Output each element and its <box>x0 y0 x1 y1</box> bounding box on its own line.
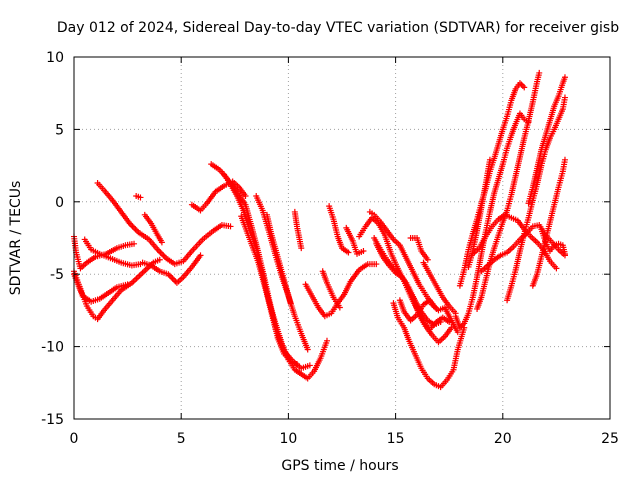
series-track-23 <box>373 240 444 328</box>
series-track-2 <box>71 271 131 305</box>
data-point <box>306 362 313 369</box>
x-axis-label: GPS time / hours <box>281 458 398 474</box>
data-point <box>446 318 453 325</box>
x-tick-labels: 0 5 10 15 20 25 <box>70 431 619 447</box>
series-track-7 <box>141 211 165 246</box>
data-point <box>157 249 164 256</box>
data-point <box>360 248 367 255</box>
series-track-15 <box>291 208 305 252</box>
data-point <box>486 156 493 163</box>
data-point <box>454 329 461 336</box>
data-point <box>169 275 176 282</box>
series-track-17 <box>319 268 343 311</box>
data-point <box>168 274 175 281</box>
y-tick-label: 10 <box>46 50 64 66</box>
data-point <box>171 276 178 283</box>
data-point <box>156 256 163 263</box>
series-track-6 <box>133 193 144 201</box>
data-point <box>373 261 380 268</box>
data-point <box>437 318 444 325</box>
series-track-18 <box>326 203 352 256</box>
data-point <box>158 250 165 257</box>
series-track-35 <box>525 74 568 207</box>
y-tick-label: -10 <box>41 340 64 356</box>
x-tick-label: 25 <box>601 431 619 447</box>
data-marks <box>71 69 568 391</box>
plot-frame <box>73 56 611 420</box>
y-tick-labels: -15 -10 -5 0 5 10 <box>41 50 64 428</box>
data-point <box>521 84 528 91</box>
data-point <box>424 256 431 263</box>
data-point <box>336 304 343 311</box>
series-track-27 <box>390 300 468 391</box>
data-point <box>553 265 560 272</box>
y-tick-label: 5 <box>55 122 64 138</box>
series-track-25 <box>396 297 440 324</box>
x-tick-label: 10 <box>279 431 297 447</box>
series-track-30 <box>465 156 493 270</box>
y-tick-label: -15 <box>41 412 64 428</box>
data-point <box>137 194 144 201</box>
y-axis-label: SDTVAR / TECUs <box>8 181 24 296</box>
data-point <box>227 223 234 230</box>
series-track-24 <box>407 235 431 263</box>
data-point <box>129 223 136 230</box>
data-point <box>536 69 543 76</box>
data-point <box>131 240 138 247</box>
series-track-11 <box>221 171 330 382</box>
data-point <box>124 281 131 288</box>
x-tick-label: 0 <box>70 431 79 447</box>
data-point <box>561 94 568 101</box>
series-track-31 <box>474 69 543 312</box>
data-point <box>561 156 568 163</box>
data-point <box>433 305 440 312</box>
data-point <box>519 82 526 89</box>
series-track-5 <box>94 179 234 268</box>
series-track-34 <box>504 94 568 304</box>
series-track-22 <box>371 235 455 346</box>
data-point <box>323 337 330 344</box>
series-track-10 <box>208 161 300 367</box>
data-point <box>160 252 167 259</box>
data-point <box>131 224 138 231</box>
y-tick-label: 0 <box>55 195 64 211</box>
x-tick-label: 20 <box>494 431 512 447</box>
data-point <box>132 226 139 233</box>
data-point <box>345 249 352 256</box>
chart-title: Day 012 of 2024, Sidereal Day-to-day VTE… <box>57 20 619 36</box>
series-track-12 <box>238 213 313 372</box>
series-track-16 <box>302 261 380 320</box>
series-track-26 <box>420 259 459 317</box>
series-track-4 <box>81 236 144 269</box>
data-point <box>287 300 294 307</box>
series-track-36 <box>529 156 568 289</box>
series-track-14 <box>263 211 294 307</box>
data-point <box>158 239 165 246</box>
data-point <box>561 74 568 81</box>
axis-ticks <box>73 56 611 420</box>
x-tick-label: 15 <box>387 431 405 447</box>
data-point <box>156 248 163 255</box>
data-point <box>242 193 249 200</box>
data-point <box>448 324 455 331</box>
series-track-8 <box>139 252 204 286</box>
data-point <box>298 245 305 252</box>
data-point <box>304 346 311 353</box>
x-tick-label: 5 <box>177 431 186 447</box>
data-point <box>197 252 204 259</box>
series-track-37 <box>538 226 568 257</box>
series-track-19 <box>343 224 367 257</box>
y-tick-label: -5 <box>50 267 64 283</box>
data-point <box>561 250 568 257</box>
